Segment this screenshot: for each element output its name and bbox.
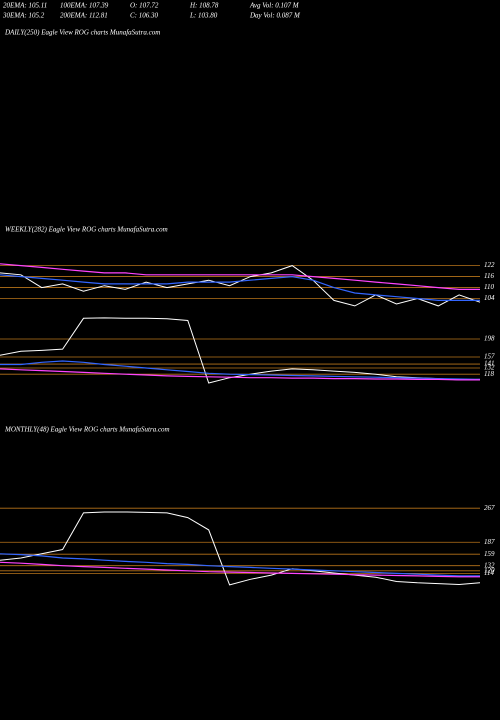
y-tick-label: 122 [484, 261, 495, 269]
header-stat: 30EMA: 105.2 [2, 12, 45, 20]
y-tick-label: 120 [484, 566, 495, 574]
header-stat: Day Vol: 0.087 M [249, 12, 301, 20]
header-stat: Avg Vol: 0.107 M [249, 2, 300, 10]
header-stat: H: 108.78 [189, 2, 219, 10]
panel-title: MONTHLY(48) Eagle View ROG charts Munafa… [4, 426, 170, 434]
y-tick-label: 132 [484, 561, 495, 569]
header-stat: L: 103.80 [189, 12, 218, 20]
price-line [0, 265, 481, 307]
y-tick-label: 198 [484, 335, 495, 343]
y-tick-label: 141 [484, 360, 495, 368]
header-stat: 20EMA: 105.11 [3, 2, 47, 10]
price-line [0, 553, 480, 577]
y-tick-label: 159 [484, 550, 495, 558]
y-tick-label: 118 [484, 370, 494, 378]
panel-title: WEEKLY(282) Eagle View ROG charts Munafa… [5, 226, 168, 234]
y-tick-label: 110 [484, 283, 494, 291]
header-stat: O: 107.72 [130, 2, 159, 10]
price-line [0, 360, 481, 380]
header-stat: C: 106.30 [130, 12, 159, 20]
y-tick-label: 114 [484, 569, 494, 577]
price-line [0, 561, 480, 578]
y-tick-label: 132 [484, 364, 495, 372]
header-stat: 100EMA: 107.39 [60, 2, 109, 10]
y-tick-label: 267 [484, 504, 495, 512]
header-stat: 200EMA: 112.81 [60, 12, 108, 20]
y-tick-label: 157 [484, 353, 495, 361]
price-line [0, 368, 480, 381]
y-tick-label: 104 [484, 294, 495, 302]
y-tick-label: 116 [484, 272, 494, 280]
y-tick-label: 187 [484, 538, 495, 546]
price-line [0, 263, 480, 290]
price-line [0, 317, 481, 384]
daily-label: DAILY(250) Eagle View ROG charts MunafaS… [4, 29, 160, 37]
price-line [0, 274, 480, 301]
price-line [0, 511, 481, 586]
